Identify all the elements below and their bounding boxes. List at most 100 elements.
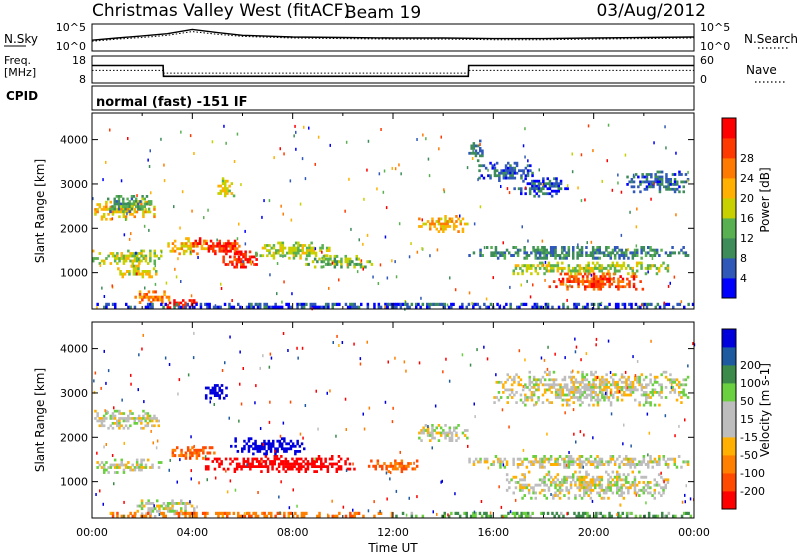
heatmap-cell (455, 431, 458, 435)
heatmap-cell (673, 183, 677, 186)
heatmap-cell (431, 431, 434, 435)
heatmap-cell (625, 386, 628, 389)
heatmap-cell (233, 467, 237, 471)
heatmap-cell (127, 466, 130, 469)
heatmap-cell (483, 460, 487, 464)
heatmap-cell (640, 475, 643, 479)
heatmap-cell (98, 419, 102, 423)
heatmap-cell (535, 383, 538, 387)
heatmap-cell (594, 383, 597, 387)
heatmap-cell (498, 176, 501, 180)
heatmap-cell (348, 467, 352, 471)
heatmap-cell (620, 375, 624, 379)
heatmap-cell (660, 170, 664, 174)
heatmap-cell (554, 256, 557, 260)
heatmap-cell (219, 189, 223, 193)
heatmap-cell (684, 251, 688, 255)
heatmap-cell (676, 183, 679, 186)
heatmap-cell (114, 302, 117, 306)
heatmap-cell (205, 239, 208, 243)
heatmap-cell (401, 511, 405, 515)
heatmap-cell (562, 302, 565, 306)
heatmap-cell (122, 210, 125, 213)
heatmap-cell (313, 462, 316, 466)
heatmap-cell (435, 431, 438, 435)
heatmap-cell (452, 302, 455, 306)
heatmap-cell (274, 449, 276, 453)
heatmap-cell (230, 444, 233, 448)
heatmap-cell (180, 454, 183, 458)
heatmap-cell (584, 198, 586, 202)
heatmap-cell (482, 176, 486, 180)
heatmap-cell (311, 457, 314, 461)
heatmap-cell (583, 386, 586, 389)
heatmap-cell (534, 248, 537, 252)
heatmap-cell (609, 488, 612, 492)
heatmap-cell (105, 302, 108, 306)
heatmap-cell (516, 254, 520, 257)
heatmap-cell (426, 429, 430, 432)
heatmap-cell (628, 511, 631, 515)
heatmap-cell (204, 396, 208, 400)
heatmap-cell (513, 171, 517, 175)
heatmap-cell (292, 251, 296, 255)
heatmap-cell (556, 457, 559, 461)
heatmap-cell (216, 244, 219, 248)
heatmap-cell (120, 257, 123, 260)
heatmap-cell (218, 389, 221, 392)
heatmap-cell (535, 402, 537, 406)
heatmap-cell (671, 246, 674, 249)
heatmap-cell (581, 386, 584, 389)
heatmap-cell (509, 171, 512, 175)
heatmap-cell (377, 282, 380, 285)
heatmap-cell (395, 275, 398, 279)
heatmap-cell (437, 220, 441, 223)
heatmap-cell (555, 179, 558, 183)
heatmap-cell (525, 266, 529, 270)
heatmap-cell (326, 465, 330, 468)
heatmap-cell (566, 184, 569, 188)
heatmap-cell (240, 258, 243, 261)
heatmap-cell (563, 266, 566, 270)
heatmap-cell (633, 457, 637, 461)
heatmap-cell (152, 298, 155, 302)
heatmap-cell (213, 457, 217, 461)
heatmap-cell (666, 463, 670, 466)
heatmap-cell (105, 205, 108, 209)
heatmap-cell (646, 266, 650, 270)
heatmap-cell (532, 393, 536, 397)
heatmap-cell (557, 189, 560, 193)
heatmap-cell (224, 361, 226, 365)
heatmap-cell (390, 511, 394, 515)
heatmap-cell (222, 260, 225, 264)
heatmap-cell (534, 256, 537, 260)
heatmap-cell (575, 440, 577, 444)
heatmap-cell (130, 373, 132, 377)
heatmap-cell (596, 386, 600, 389)
heatmap-cell (346, 260, 350, 264)
heatmap-cell (300, 462, 303, 466)
heatmap-cell (500, 185, 502, 188)
heatmap-cell (673, 460, 676, 464)
heatmap-cell (472, 151, 476, 155)
heatmap-cell (552, 463, 555, 466)
heatmap-cell (173, 249, 177, 253)
heatmap-cell (154, 298, 157, 302)
heatmap-cell (309, 305, 312, 309)
heatmap-cell (634, 378, 637, 382)
heatmap-cell (592, 275, 596, 278)
heatmap-cell (169, 502, 172, 505)
heatmap-cell (589, 478, 593, 482)
heatmap-cell (166, 303, 170, 307)
heatmap-cell (639, 280, 642, 283)
heatmap-cell (439, 225, 443, 228)
heatmap-cell (577, 302, 581, 306)
heatmap-cell (344, 462, 347, 466)
heatmap-cell (229, 462, 232, 466)
heatmap-cell (146, 302, 150, 306)
heatmap-cell (118, 257, 121, 260)
heatmap-cell (444, 424, 447, 427)
heatmap-cell (589, 488, 593, 492)
heatmap-cell (543, 460, 546, 464)
time-tick-label: 08:00 (277, 526, 309, 539)
